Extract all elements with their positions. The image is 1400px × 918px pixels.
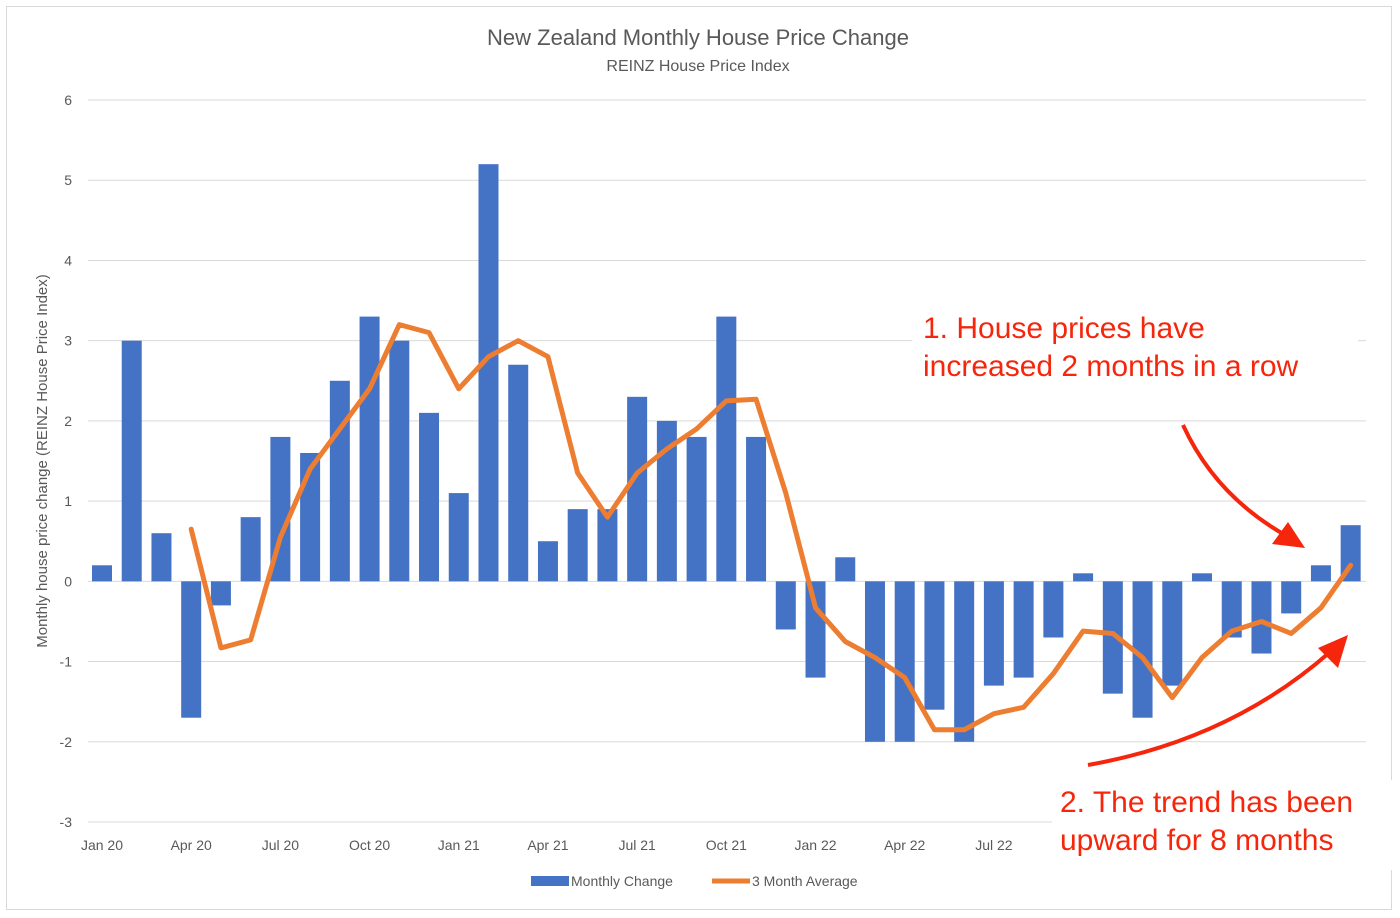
bar xyxy=(746,436,767,582)
bar xyxy=(567,509,588,582)
x-tick-label: Jan 22 xyxy=(794,837,836,853)
y-tick-label: 1 xyxy=(64,493,72,509)
arrow-2 xyxy=(1087,650,1332,767)
chart-title: New Zealand Monthly House Price Change xyxy=(487,25,909,50)
chart-subtitle: REINZ House Price Index xyxy=(606,58,789,75)
bar xyxy=(627,396,648,582)
bar xyxy=(92,565,112,582)
bar xyxy=(716,316,737,582)
annotation-background xyxy=(912,306,1358,390)
bar xyxy=(1281,581,1302,614)
bar xyxy=(329,380,350,582)
bar xyxy=(537,541,558,582)
y-tick-label: 3 xyxy=(64,333,72,349)
x-tick-label: Apr 21 xyxy=(527,837,568,853)
bar xyxy=(210,581,231,606)
bar xyxy=(924,581,945,710)
x-tick-label: Apr 22 xyxy=(884,837,925,853)
bar xyxy=(805,581,826,678)
x-tick-label: Jul 22 xyxy=(975,837,1013,853)
bar xyxy=(181,581,202,718)
bar xyxy=(240,517,261,582)
y-tick-label: 5 xyxy=(64,172,72,188)
bar xyxy=(1073,573,1094,582)
x-tick-label: Jan 20 xyxy=(81,837,123,853)
y-axis-label: Monthly house price change (REINZ House … xyxy=(34,274,51,648)
bar xyxy=(1102,581,1123,694)
y-tick-label: 6 xyxy=(64,92,72,108)
bar xyxy=(835,557,856,582)
y-tick-label: -3 xyxy=(60,814,73,830)
x-tick-label: Jul 21 xyxy=(618,837,656,853)
bar xyxy=(389,340,410,582)
bar xyxy=(954,581,975,742)
x-tick-label: Oct 20 xyxy=(349,837,390,853)
bar xyxy=(1013,581,1034,678)
y-tick-label: 4 xyxy=(64,252,72,268)
bar xyxy=(121,340,142,582)
annotation-text: increased 2 months in a row xyxy=(923,350,1299,383)
annotation-text: 1. House prices have xyxy=(923,312,1205,345)
line-3-month-average xyxy=(188,322,1354,733)
bar xyxy=(270,436,291,582)
arrow-1 xyxy=(1181,424,1286,537)
bar xyxy=(983,581,1004,686)
bar xyxy=(686,436,707,582)
legend-label-monthly-change: Monthly Change xyxy=(571,873,673,889)
annotation-background xyxy=(1052,780,1392,870)
bar xyxy=(1251,581,1272,654)
x-tick-label: Apr 20 xyxy=(171,837,212,853)
x-tick-label: Oct 21 xyxy=(706,837,747,853)
bar xyxy=(1192,573,1213,582)
bar xyxy=(597,509,618,582)
bar xyxy=(1340,525,1361,582)
annotation-text: 2. The trend has been xyxy=(1060,786,1353,819)
y-tick-label: 2 xyxy=(64,413,72,429)
legend-label-3-month-average: 3 Month Average xyxy=(752,873,858,889)
bar xyxy=(1162,581,1183,686)
y-tick-label: -2 xyxy=(60,734,73,750)
chart-frame xyxy=(6,6,1392,910)
legend: Monthly Change 3 Month Average xyxy=(531,873,858,889)
bar xyxy=(864,581,885,742)
arrowhead-2 xyxy=(1318,635,1348,668)
bar xyxy=(508,364,529,582)
x-tick-label: Jan 21 xyxy=(438,837,480,853)
bar xyxy=(1221,581,1242,638)
bar xyxy=(478,164,499,582)
bar xyxy=(448,493,469,582)
x-tick-label: Jul 20 xyxy=(262,837,300,853)
bar xyxy=(1043,581,1064,638)
bar xyxy=(419,412,440,582)
arrowhead-1 xyxy=(1272,522,1305,548)
legend-swatch-monthly-change xyxy=(531,876,569,886)
bar xyxy=(775,581,796,630)
bar xyxy=(1310,565,1331,582)
bar xyxy=(656,420,677,582)
y-tick-label: 0 xyxy=(64,573,72,589)
bar xyxy=(894,581,915,742)
bar xyxy=(1132,581,1153,718)
bar xyxy=(359,316,380,582)
annotation-text: upward for 8 months xyxy=(1060,824,1333,857)
y-tick-label: -1 xyxy=(60,654,73,670)
bar xyxy=(151,533,172,582)
